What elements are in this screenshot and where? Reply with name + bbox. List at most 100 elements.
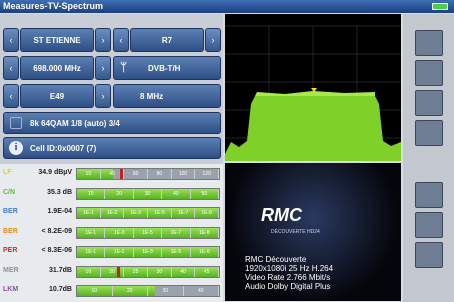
- measure-value: < 8.2E-09: [20, 228, 72, 235]
- next-button[interactable]: ›: [95, 84, 111, 108]
- modulation: 8k 64QAM 1/8 (auto) 3/4: [30, 119, 120, 128]
- scale-tick: 1E-5: [134, 228, 162, 238]
- scale-tick: 25: [124, 267, 148, 277]
- scale-tick: 45: [195, 267, 219, 277]
- list-button[interactable]: [415, 212, 443, 238]
- grid-button[interactable]: [415, 182, 443, 208]
- scale-tick: 20: [113, 286, 149, 296]
- channel-button[interactable]: E49: [20, 84, 94, 108]
- site-button[interactable]: ST ETIENNE: [20, 28, 94, 52]
- home-button[interactable]: [415, 30, 443, 56]
- title: Measures-TV-Spectrum: [3, 1, 103, 11]
- scale-tick: 120: [195, 169, 219, 179]
- measure-value: < 8.3E-06: [20, 247, 72, 254]
- frequency-button[interactable]: 698.000 MHz: [20, 56, 94, 80]
- battery-icon: [432, 3, 448, 10]
- standard-button[interactable]: ᛘ DVB-T/H: [113, 56, 221, 80]
- scale-tick: 10: [77, 286, 113, 296]
- scale-tick: 40: [172, 267, 196, 277]
- scale-tick: 40: [101, 169, 125, 179]
- prev-button[interactable]: ‹: [3, 84, 19, 108]
- standard: DVB-T/H: [148, 64, 180, 73]
- spectrum-trace: [225, 96, 401, 161]
- scale-tick: 50: [191, 189, 219, 199]
- scale-tick: 1E-1: [77, 247, 105, 257]
- measure-label: MER: [3, 267, 19, 274]
- prev-button[interactable]: ‹: [3, 56, 19, 80]
- scale-tick: 20: [105, 189, 133, 199]
- service-line: Audio Dolby Digital Plus: [245, 282, 333, 291]
- next-button[interactable]: ›: [205, 28, 221, 52]
- scale-tick: 1E-2: [101, 208, 125, 218]
- scale-tick: 10: [77, 169, 101, 179]
- next-button[interactable]: ›: [95, 28, 111, 52]
- service-line: Video Rate 2.766 Mbit/s: [245, 273, 333, 282]
- prev-button[interactable]: ‹: [3, 28, 19, 52]
- scale-tick: 1E-5: [162, 247, 190, 257]
- scale-tick: 30: [134, 189, 162, 199]
- measure-label: LF: [3, 169, 12, 176]
- measure-value: 35.3 dB: [20, 189, 72, 196]
- scale-tick: 40: [184, 286, 220, 296]
- measure-value: 34.9 dBµV: [20, 169, 72, 176]
- scale-tick: 10: [77, 267, 101, 277]
- measure-label: PER: [3, 247, 17, 254]
- tools-button[interactable]: [415, 120, 443, 146]
- scale-tick: 40: [162, 189, 190, 199]
- scale-tick: 20: [101, 267, 125, 277]
- prev-button[interactable]: ‹: [113, 28, 129, 52]
- scale-tick: 1E-7: [162, 228, 190, 238]
- screen: Measures-TV-Spectrum ‹ ST ETIENNE › ‹ R7…: [0, 0, 454, 302]
- scale-tick: 1E-2: [105, 247, 133, 257]
- scale-tick: 100: [172, 169, 196, 179]
- channel-logo-sub: DÉCOUVERTE HD24: [271, 229, 320, 235]
- settings-button[interactable]: [415, 60, 443, 86]
- modulation-button[interactable]: 8k 64QAM 1/8 (auto) 3/4: [3, 112, 221, 134]
- scale-tick: 60: [124, 169, 148, 179]
- info-icon: i: [9, 141, 23, 155]
- scale-tick: 30: [148, 267, 172, 277]
- scale-tick: 1E-7: [172, 208, 196, 218]
- title-bar: Measures-TV-Spectrum: [0, 0, 454, 13]
- measure-label: LKM: [3, 286, 18, 293]
- scale-tick: 1E-3: [134, 247, 162, 257]
- cell-id: Cell ID:0x0007 (7): [30, 144, 96, 153]
- scale-tick: 80: [148, 169, 172, 179]
- next-button[interactable]: ›: [95, 56, 111, 80]
- antenna-icon: ᛘ: [120, 60, 127, 74]
- channel-plan-button[interactable]: R7: [130, 28, 204, 52]
- cell-id-button[interactable]: i Cell ID:0x0007 (7): [3, 137, 221, 159]
- bandwidth-button[interactable]: 8 MHz: [113, 84, 221, 108]
- checkbox: [10, 117, 22, 129]
- spectrum-display: [225, 14, 401, 161]
- measure-label: BER: [3, 228, 18, 235]
- service-line: RMC Découverte: [245, 255, 333, 264]
- scale-tick: 10: [77, 189, 105, 199]
- measure-bar: 1E-11E-21E-31E-51E-71E-8: [76, 207, 220, 219]
- scale-tick: 1E-6: [191, 247, 219, 257]
- scale-tick: 30: [148, 286, 184, 296]
- scale-tick: 1E-1: [77, 228, 105, 238]
- scale-tick: 1E-3: [105, 228, 133, 238]
- scale-tick: 1E-3: [124, 208, 148, 218]
- scale-tick: 1E-8: [191, 228, 219, 238]
- measure-label: BER: [3, 208, 18, 215]
- spectrum-button[interactable]: [415, 242, 443, 268]
- measure-label: C/N: [3, 189, 15, 196]
- display-button[interactable]: [415, 90, 443, 116]
